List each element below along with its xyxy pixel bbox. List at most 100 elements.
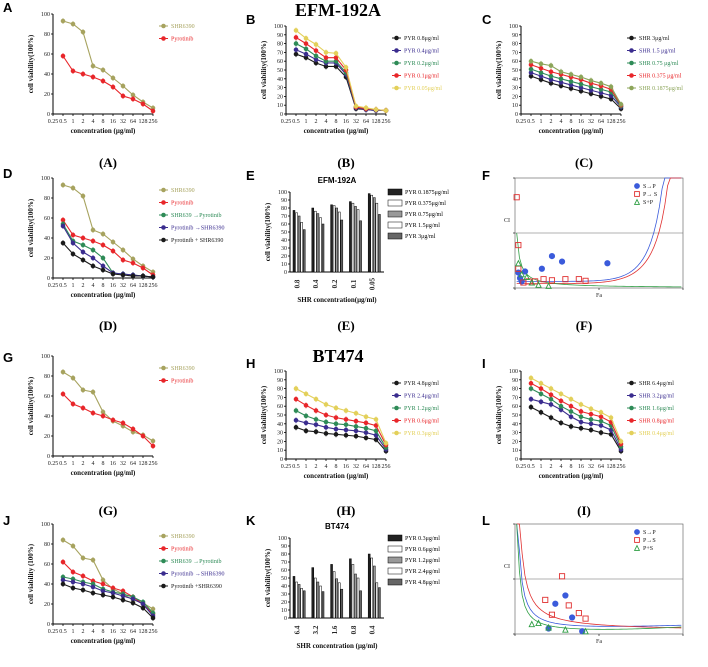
chart-L-legend-label: P→S xyxy=(643,538,656,544)
chart-G-x-tick-label: 0.5 xyxy=(59,461,67,467)
chart-H-y-axis-label: cell viability(100%) xyxy=(260,385,268,444)
chart-H-point xyxy=(343,417,349,422)
chart-G-y-tick-label: 60 xyxy=(44,394,50,400)
chart-H-point xyxy=(383,440,389,446)
chart-G-point xyxy=(100,413,106,419)
chart-H-point xyxy=(323,412,329,418)
chart-K-bar xyxy=(378,587,381,619)
chart-D-point xyxy=(70,240,76,246)
chart-G-y-tick-label: 20 xyxy=(44,434,50,440)
chart-G-x-tick-label: 128 xyxy=(139,461,148,467)
chart-G-point xyxy=(150,438,156,444)
chart-H-y-tick-label: 80 xyxy=(277,387,283,393)
panel-caption-H: (H) xyxy=(337,503,356,518)
chart-K-bar xyxy=(319,585,322,619)
chart-H-x-tick-label: 4 xyxy=(325,464,328,470)
chart-G-point xyxy=(110,417,116,423)
chart-A: 0 20 40 60 80 100 cell viability(100%) 0.25 0.5 1… xyxy=(27,12,195,135)
chart-I-legend-marker xyxy=(629,430,634,436)
chart-I-y-tick-label: 70 xyxy=(512,395,518,401)
chart-D-series-line xyxy=(62,242,154,278)
chart-J-point xyxy=(150,615,156,621)
chart-J-point xyxy=(130,600,136,606)
chart-B-point xyxy=(363,105,369,111)
chart-I-point xyxy=(528,381,534,386)
chart-C-point xyxy=(548,63,554,68)
chart-G-point xyxy=(80,387,86,393)
chart-K-bar xyxy=(302,590,306,619)
chart-D-legend-label: Pyrotinib xyxy=(171,201,193,207)
chart-C-y-tick-label: 50 xyxy=(512,68,518,74)
chart-E-bar xyxy=(354,206,357,273)
chart-E-bar xyxy=(340,219,344,273)
chart-A-point xyxy=(150,108,156,114)
chart-H-x-tick-label: 0.5 xyxy=(292,464,300,470)
chart-B-point xyxy=(293,47,299,53)
chart-L: CI Fa S→P P→S P+S xyxy=(504,523,684,645)
chart-H-point xyxy=(333,415,339,420)
chart-H-point xyxy=(373,417,379,422)
chart-K-bar xyxy=(370,557,373,619)
chart-A-x-tick-label: 8 xyxy=(102,119,105,125)
chart-L-x-axis-label: Fa xyxy=(596,639,602,645)
chart-H-point xyxy=(303,391,309,397)
chart-H-legend-label: PYR 2.4μg/ml xyxy=(404,394,439,400)
chart-K-bar xyxy=(351,564,355,619)
chart-B-y-tick-label: 90 xyxy=(277,33,283,39)
chart-D-point xyxy=(80,257,86,263)
chart-K-bar xyxy=(349,558,352,619)
panel-label-J: J xyxy=(3,513,10,528)
chart-C-point xyxy=(578,81,584,87)
chart-J-point xyxy=(70,579,76,585)
chart-I-series-line xyxy=(530,388,622,447)
chart-H-point xyxy=(343,427,349,433)
chart-H-point xyxy=(293,425,299,430)
chart-I-point xyxy=(578,402,584,407)
chart-J-point xyxy=(80,587,86,593)
chart-H-y-tick-label: 70 xyxy=(277,395,283,401)
chart-B-x-axis-label: concentration (μg/ml) xyxy=(304,127,369,135)
chart-B-point xyxy=(303,36,309,41)
chart-E-bar xyxy=(359,220,362,273)
chart-E-x-tick-label: 0.05 xyxy=(369,277,377,290)
chart-J-series-line xyxy=(62,561,154,615)
chart-D-point xyxy=(110,239,116,245)
chart-F-point xyxy=(545,282,552,289)
chart-K-y-tick-label: 50 xyxy=(281,576,287,582)
chart-C-x-tick-label: 256 xyxy=(617,119,626,125)
chart-I-y-axis-label: cell viability(100%) xyxy=(495,385,503,444)
chart-F-legend-label: S+P xyxy=(643,200,654,206)
chart-E-bar xyxy=(332,205,336,273)
chart-D-legend-label: SHR6390 xyxy=(171,188,195,194)
chart-A-y-tick-label: 0 xyxy=(47,112,50,118)
chart-B-x-tick-label: 0.25 xyxy=(281,119,292,125)
chart-C-legend-label: SHR 3μg/ml xyxy=(639,36,670,42)
chart-H-legend-label: PYR 0.6μg/ml xyxy=(404,419,439,425)
chart-B-legend-marker xyxy=(394,60,399,66)
chart-I-y-tick-label: 40 xyxy=(512,422,518,428)
chart-D-x-tick-label: 8 xyxy=(102,283,105,289)
chart-D-point xyxy=(60,182,66,188)
chart-A-x-tick-label: 0.5 xyxy=(59,119,67,125)
chart-G-y-tick-label: 0 xyxy=(47,454,50,460)
chart-C-x-tick-label: 16 xyxy=(578,119,584,125)
chart-I-legend-label: SHR 6.4μg/ml xyxy=(639,381,674,387)
chart-K-x-tick-label: 0.8 xyxy=(350,625,358,634)
chart-E-y-tick-label: 80 xyxy=(281,206,287,212)
chart-C-point xyxy=(538,70,544,75)
chart-I-point xyxy=(568,409,574,414)
chart-G-x-tick-label: 1 xyxy=(72,461,75,467)
chart-H-point xyxy=(353,433,359,439)
chart-D-y-tick-label: 80 xyxy=(44,196,50,202)
chart-E-bar xyxy=(295,212,298,273)
chart-F-fit-curve xyxy=(516,177,682,284)
chart-D-point xyxy=(90,263,96,269)
chart-G-x-tick-label: 8 xyxy=(102,461,105,467)
chart-H-point xyxy=(313,422,319,427)
chart-A-y-tick-label: 80 xyxy=(44,32,50,38)
chart-D-series-line xyxy=(62,225,154,278)
chart-B-point xyxy=(303,46,309,52)
chart-F-point xyxy=(518,270,526,278)
chart-H-point xyxy=(293,417,299,423)
chart-K-legend-label: PYR 0.3μg/ml xyxy=(405,536,440,542)
